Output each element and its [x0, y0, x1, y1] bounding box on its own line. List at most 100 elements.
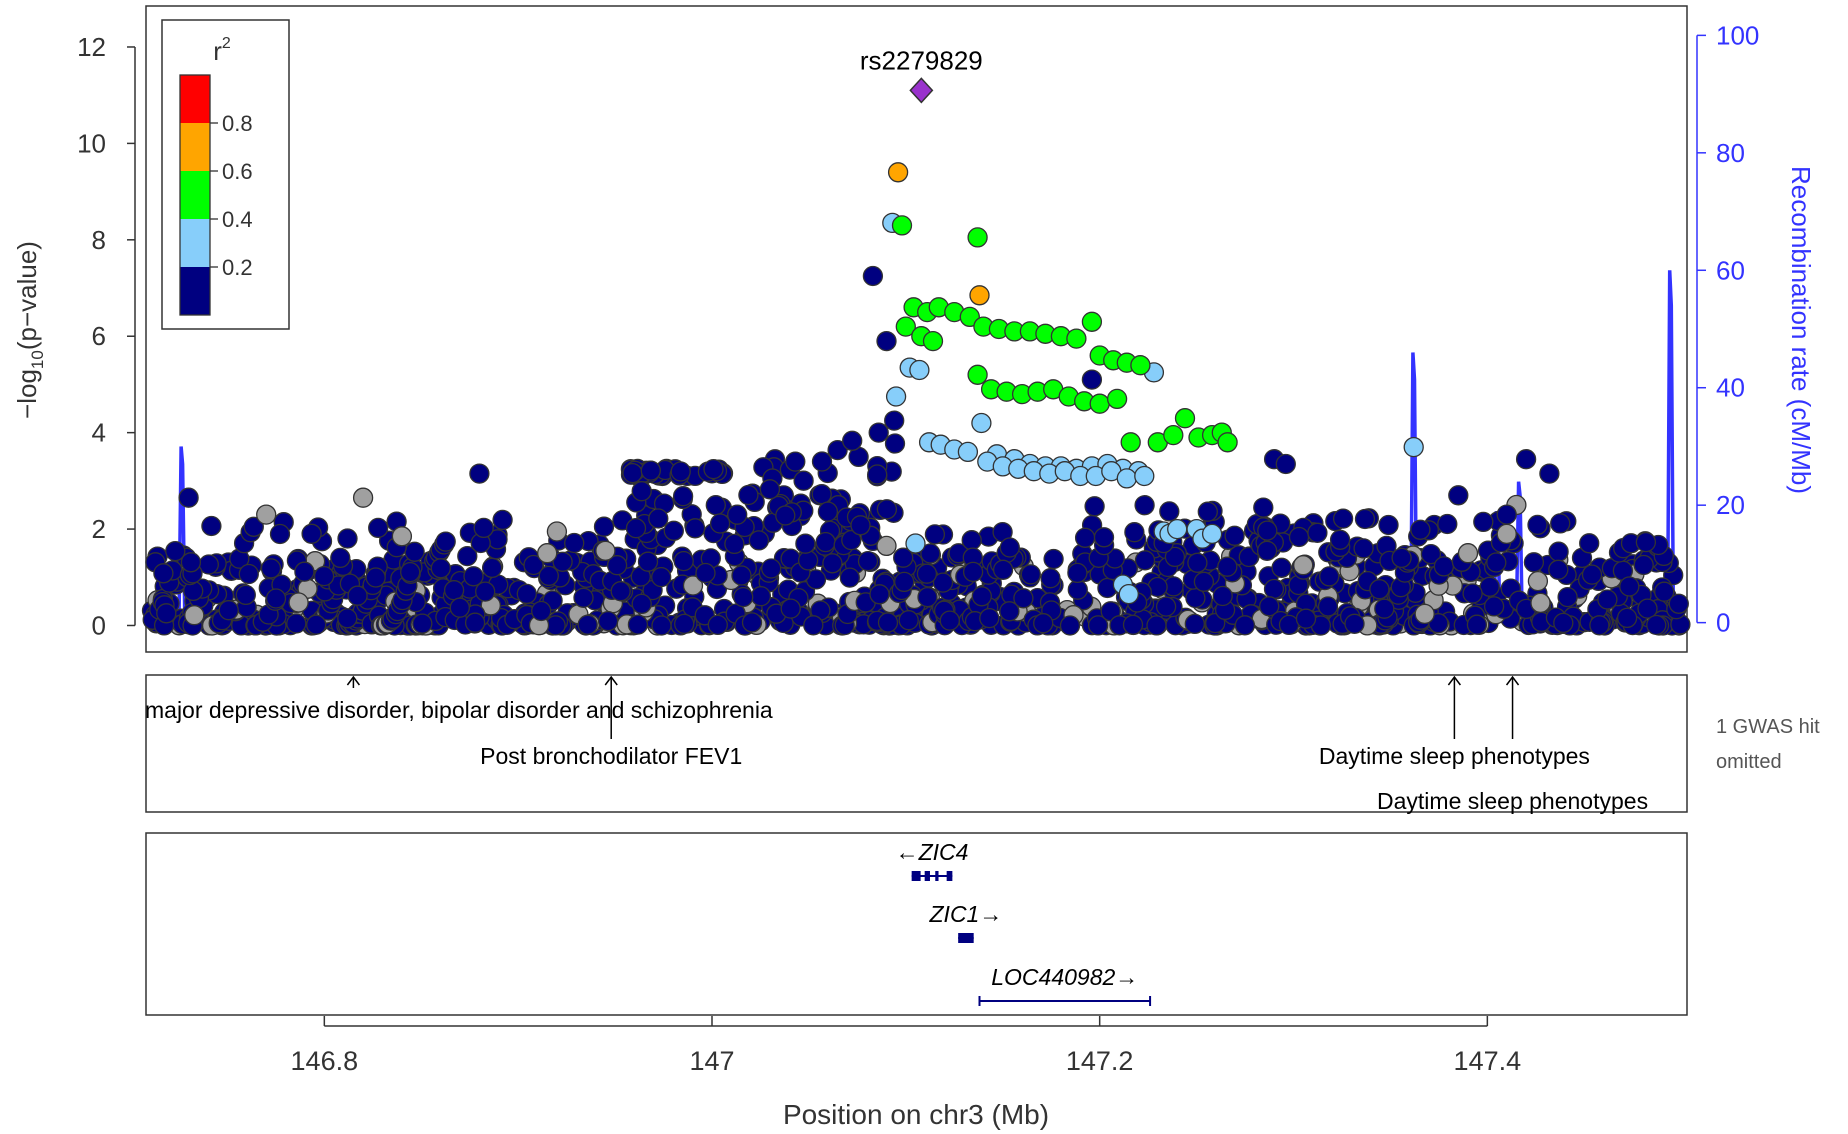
- gene-label: ←ZIC4: [896, 839, 969, 865]
- legend-bins: 0.8 0.6 0.4 0.2: [179, 74, 253, 316]
- gene-exon: [935, 871, 939, 881]
- snp-point-navy: [868, 422, 889, 443]
- snp-point: [867, 464, 888, 485]
- snp-point: [1633, 554, 1654, 576]
- snp-point-gray: [391, 526, 413, 547]
- legend-swatch: [180, 75, 210, 123]
- snp-point: [347, 585, 368, 606]
- snp-point: [1124, 522, 1145, 543]
- y-axis-left: 0 2 4 6 8 10 12: [77, 32, 136, 640]
- snp-point: [1319, 566, 1340, 587]
- snp-point: [552, 551, 573, 572]
- snp-point: [288, 592, 309, 613]
- snp-point: [999, 537, 1020, 558]
- snp-point: [1635, 531, 1657, 553]
- snp-point: [165, 540, 186, 562]
- snp-point: [1369, 579, 1390, 600]
- snp-point: [748, 530, 770, 551]
- snp-point: [916, 563, 938, 584]
- snp-point: [1187, 552, 1208, 573]
- gwas-catalog-panel: major depressive disorder, bipolar disor…: [145, 674, 1820, 814]
- y-tick-label: 8: [92, 225, 106, 255]
- snp-point: [1329, 529, 1351, 550]
- snp-point: [1410, 519, 1431, 540]
- snp-point-green: [922, 330, 944, 352]
- snp-point: [785, 451, 806, 472]
- snp-point-gray: [537, 543, 558, 564]
- snp-point: [606, 555, 628, 576]
- snp-point: [400, 561, 421, 583]
- gwas-hits: major depressive disorder, bipolar disor…: [145, 675, 1648, 814]
- y2-tick-label: 20: [1716, 490, 1745, 520]
- snp-point: [1437, 513, 1458, 535]
- snp-point: [443, 580, 465, 601]
- snp-point-lightblue: [905, 533, 926, 554]
- legend-swatch: [180, 267, 210, 315]
- snp-point: [1271, 557, 1292, 578]
- snp-point: [1155, 596, 1177, 617]
- snp-point: [817, 501, 839, 522]
- snp-point-lightblue: [957, 441, 979, 463]
- snp-point: [1374, 598, 1395, 619]
- snp-point: [1256, 540, 1278, 561]
- snp-point: [1295, 608, 1317, 629]
- y-tick-label: 0: [92, 610, 106, 640]
- snp-point: [1093, 527, 1115, 548]
- snp-point: [1307, 522, 1328, 543]
- snp-point: [1616, 607, 1638, 629]
- snp-point: [184, 605, 205, 626]
- gwas-hit-arrow: [1447, 675, 1461, 686]
- y2-tick-label: 40: [1716, 373, 1745, 403]
- snp-point: [1646, 614, 1667, 636]
- snp-point-navy: [1081, 369, 1103, 390]
- gene-exon: [924, 871, 930, 881]
- snp-point: [1033, 613, 1054, 634]
- snp-point: [631, 481, 652, 502]
- snp-point-gray: [256, 504, 277, 525]
- snp-point: [841, 529, 862, 551]
- snp-point: [1548, 541, 1569, 562]
- snp-point: [260, 558, 282, 579]
- snp-point: [1074, 527, 1096, 548]
- snp-point-navy: [1496, 504, 1517, 525]
- snp-point: [330, 547, 351, 569]
- snp-point: [1278, 614, 1300, 636]
- snp-point-green: [967, 364, 988, 385]
- snp-point: [1317, 596, 1339, 617]
- gene-label: ZIC1→: [929, 901, 1003, 927]
- snp-point: [430, 558, 451, 579]
- y-tick-label: 6: [92, 321, 106, 351]
- y-axis-label-right: Recombination rate (cM/Mb): [1786, 166, 1816, 494]
- snp-point: [971, 586, 992, 607]
- snp-point-navy: [1515, 449, 1537, 470]
- y-label-main: −log: [12, 369, 42, 419]
- snp-point: [1581, 564, 1603, 585]
- gene-panel: ←ZIC4 ZIC1→ LOC440982→: [145, 832, 1688, 1016]
- y-tick-label: 10: [77, 128, 106, 158]
- snp-point: [1433, 556, 1455, 577]
- snp-point: [1067, 562, 1088, 584]
- snp-point-gray: [546, 521, 568, 542]
- snp-point: [457, 545, 478, 567]
- snp-point-green: [891, 215, 913, 236]
- snp-point-lightblue: [909, 359, 930, 381]
- snp-point-lightblue: [1167, 518, 1188, 540]
- snp-point: [857, 550, 879, 572]
- snp-point: [1332, 508, 1354, 529]
- snp-point: [1530, 592, 1551, 614]
- snp-point: [917, 586, 938, 608]
- snp-point: [750, 586, 772, 607]
- snp-point: [682, 575, 704, 596]
- association-panel-frame: [145, 5, 1688, 653]
- snp-point: [481, 557, 503, 579]
- snp-point: [827, 439, 848, 461]
- snp-point: [709, 513, 731, 534]
- snp-point: [475, 581, 496, 602]
- gwas-hit-arrow: [346, 675, 361, 686]
- snp-point: [1212, 585, 1233, 607]
- snp-point: [893, 547, 914, 568]
- gwas-hit-arrow: [1505, 675, 1520, 686]
- snp-point: [1184, 613, 1205, 635]
- snp-point: [877, 612, 899, 633]
